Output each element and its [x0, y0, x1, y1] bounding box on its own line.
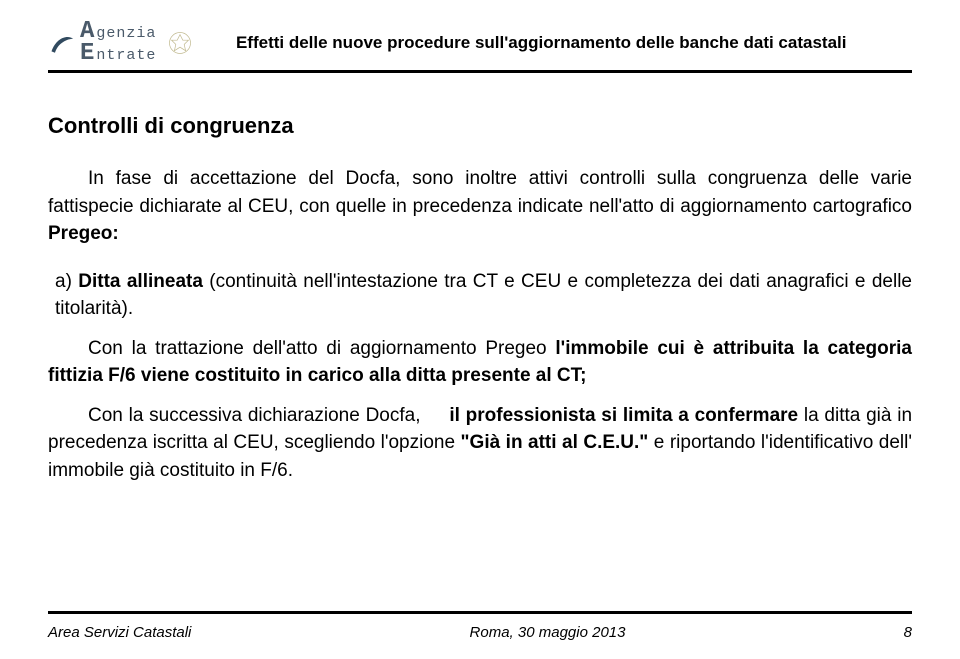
emblem-icon [166, 29, 194, 57]
cont2-bold1: il professionista si limita a confermare [449, 405, 804, 426]
footer-page-number: 8 [904, 624, 912, 641]
list-item-a: a) Ditta allineata (continuità nell'inte… [55, 268, 912, 323]
intro-plain1: In fase di accettazione del Docfa, sono … [48, 168, 912, 217]
intro-bold1: Pregeo: [48, 223, 119, 244]
page-header-title: Effetti delle nuove procedure sull'aggio… [200, 33, 912, 53]
top-divider [48, 70, 912, 73]
footer-area: Area Servizi Catastali [48, 624, 191, 641]
bottom-divider [48, 611, 912, 614]
item-a-continuation-1: Con la trattazione dell'atto di aggiorna… [48, 335, 912, 390]
logo-line2-cap: E [80, 42, 94, 66]
logo-line1-rest: genzia [96, 26, 156, 41]
logo-line2-rest: ntrate [96, 48, 156, 63]
cont1-plain1: Con la trattazione dell'atto di aggiorna… [88, 338, 555, 359]
header: A genzia E ntrate Effetti delle nuove pr… [48, 20, 912, 66]
cont2-plain1: Con la successiva dichiarazione Docfa, [88, 405, 449, 426]
item-a-label: a) [55, 271, 72, 292]
item-a-bold1: Ditta allineata [78, 271, 209, 292]
swoosh-icon [48, 29, 76, 57]
item-a-continuation-2: Con la successiva dichiarazione Docfa, i… [48, 402, 912, 485]
footer-place-date: Roma, 30 maggio 2013 [191, 624, 903, 641]
agency-logo: A genzia E ntrate [48, 20, 194, 66]
page-footer: Area Servizi Catastali Roma, 30 maggio 2… [48, 611, 912, 641]
cont2-bold2: "Già in atti al C.E.U." [461, 432, 649, 453]
intro-paragraph: In fase di accettazione del Docfa, sono … [48, 165, 912, 248]
section-title: Controlli di congruenza [48, 113, 912, 139]
